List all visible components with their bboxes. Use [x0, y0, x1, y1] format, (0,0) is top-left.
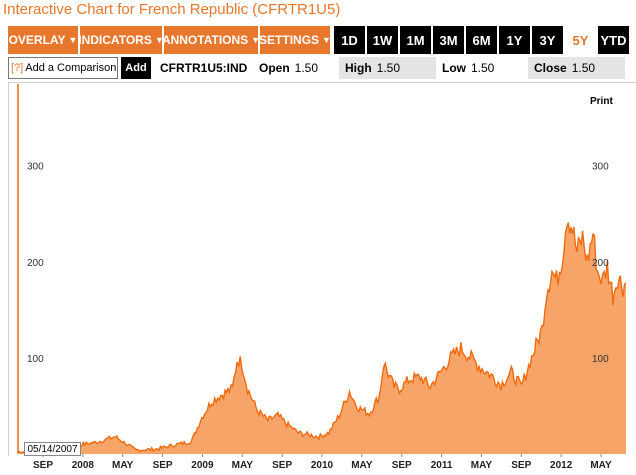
close-label: Close: [534, 61, 567, 75]
x-tick-label: 2009: [191, 460, 214, 471]
x-tick-label: 2008: [72, 460, 95, 471]
annotations-menu-label: ANNOTATIONS: [161, 33, 249, 47]
y-tick-label: 200: [27, 258, 44, 269]
start-date-label: 05/14/2007: [24, 442, 81, 456]
y-tick-label: 100: [27, 354, 44, 365]
page-title: Interactive Chart for French Republic (C…: [3, 1, 341, 18]
price-area: [18, 222, 626, 454]
y-tick-label-right: 100: [592, 354, 609, 365]
chevron-down-icon: ▼: [154, 35, 164, 45]
range-3m-button[interactable]: 3M: [433, 26, 464, 54]
x-tick-label: MAY: [471, 460, 493, 471]
x-tick-label: 2012: [550, 460, 573, 471]
x-tick-label: SEP: [272, 460, 292, 471]
overlay-menu-button[interactable]: OVERLAY ▼: [8, 26, 80, 54]
chevron-down-icon: ▼: [68, 35, 78, 45]
help-icon[interactable]: [?]: [11, 62, 24, 74]
chevron-down-icon: ▼: [322, 35, 331, 45]
ticker-symbol: CFRTR1U5:IND: [160, 61, 248, 75]
annotations-menu-button[interactable]: ANNOTATIONS ▼: [161, 26, 261, 54]
x-tick-label: SEP: [511, 460, 531, 471]
open-value: 1.50: [294, 61, 319, 75]
low-label: Low: [442, 61, 466, 75]
y-tick-label-right: 300: [592, 162, 609, 173]
settings-menu-button[interactable]: SETTINGS ▼: [259, 26, 332, 54]
x-tick-label: MAY: [232, 460, 254, 471]
low-stat: Low 1.50: [436, 57, 528, 79]
print-button[interactable]: Print: [590, 96, 613, 107]
price-line: [17, 222, 627, 454]
indicators-menu-label: INDICATORS: [78, 33, 152, 47]
high-label: High: [345, 61, 372, 75]
chart-area[interactable]: [8, 82, 636, 456]
x-tick-label: SEP: [33, 460, 53, 471]
add-comparison-button[interactable]: Add: [121, 57, 151, 79]
low-value: 1.50: [471, 61, 495, 75]
range-1w-button[interactable]: 1W: [367, 26, 398, 54]
overlay-menu-label: OVERLAY: [8, 33, 66, 47]
y-tick-label: 300: [27, 162, 44, 173]
x-tick-label: MAY: [112, 460, 134, 471]
close-stat: Close 1.50: [528, 57, 625, 79]
open-label: Open: [259, 61, 290, 75]
range-1m-button[interactable]: 1M: [400, 26, 431, 54]
y-tick-label-right: 200: [592, 258, 609, 269]
close-value: 1.50: [571, 61, 596, 75]
high-stat: High 1.50: [339, 57, 436, 79]
chevron-down-icon: ▼: [251, 35, 261, 45]
range-ytd-button[interactable]: YTD: [598, 26, 629, 54]
range-1d-button[interactable]: 1D: [334, 26, 365, 54]
x-tick-label: 2011: [431, 460, 453, 471]
x-tick-label: SEP: [153, 460, 173, 471]
x-tick-label: 2010: [311, 460, 334, 471]
range-3y-button[interactable]: 3Y: [532, 26, 563, 54]
open-stat: Open 1.50: [253, 57, 339, 79]
range-6m-button[interactable]: 6M: [466, 26, 497, 54]
range-5y-button[interactable]: 5Y: [565, 26, 596, 54]
x-tick-label: MAY: [590, 460, 612, 471]
quote-bar: [?] Add a Comparison Add CFRTR1U5:IND Op…: [8, 57, 632, 79]
range-1y-button[interactable]: 1Y: [499, 26, 530, 54]
settings-menu-label: SETTINGS: [259, 33, 320, 47]
comparison-placeholder: Add a Comparison: [25, 62, 117, 74]
x-tick-label: MAY: [351, 460, 373, 471]
x-tick-label: SEP: [392, 460, 412, 471]
high-value: 1.50: [376, 61, 401, 75]
indicators-menu-button[interactable]: INDICATORS ▼: [78, 26, 164, 54]
chart-toolbar: OVERLAY ▼ INDICATORS ▼ ANNOTATIONS ▼ SETTIN…: [8, 26, 632, 54]
comparison-input[interactable]: [?] Add a Comparison: [8, 57, 118, 79]
